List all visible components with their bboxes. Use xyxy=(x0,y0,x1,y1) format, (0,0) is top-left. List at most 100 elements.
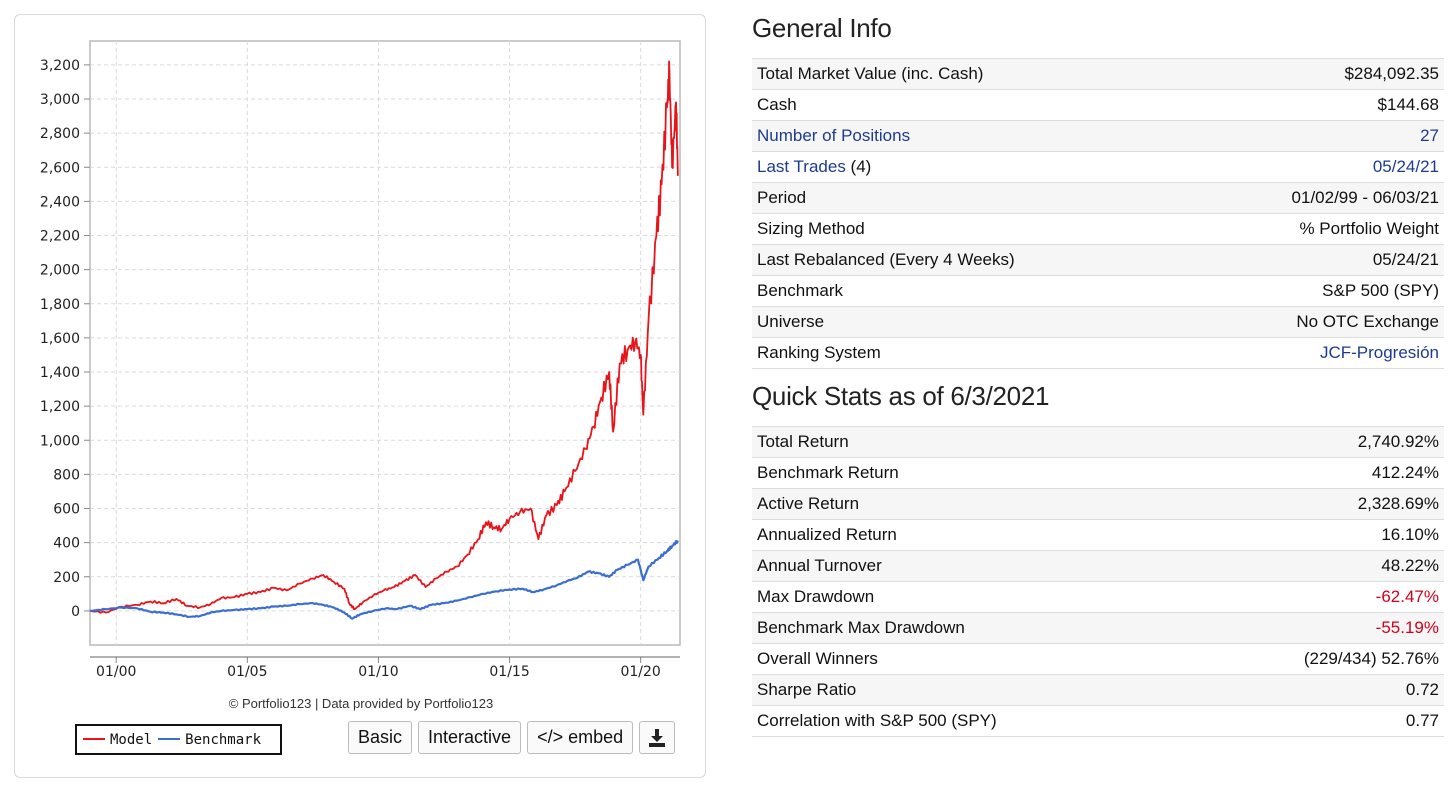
interactive-button[interactable]: Interactive xyxy=(418,721,522,754)
y-tick-label: 1,000 xyxy=(40,433,80,449)
row-label: Benchmark Max Drawdown xyxy=(752,612,1190,644)
x-tick-label: 01/20 xyxy=(620,664,660,680)
row-value: $144.68 xyxy=(1187,89,1444,121)
row-label: Total Return xyxy=(752,426,1190,458)
basic-button[interactable]: Basic xyxy=(348,721,413,754)
row-value: 0.72 xyxy=(1189,674,1444,706)
table-row: Benchmark Return 412.24% xyxy=(752,457,1444,489)
last-trades-link[interactable]: Last Trades xyxy=(757,157,846,176)
table-row: Annualized Return 16.10% xyxy=(752,519,1444,551)
row-value: 48.22% xyxy=(1189,550,1444,582)
y-tick-label: 2,600 xyxy=(40,160,80,176)
row-value: 2,328.69% xyxy=(1189,488,1444,520)
plot-area xyxy=(89,40,681,646)
table-row: Total Return 2,740.92% xyxy=(752,426,1444,458)
y-tick-label: 2,000 xyxy=(40,263,80,279)
table-row: Benchmark S&P 500 (SPY) xyxy=(752,275,1444,307)
row-label: Total Market Value (inc. Cash) xyxy=(752,58,1188,90)
row-value: 412.24% xyxy=(1189,457,1444,489)
legend-swatch-benchmark xyxy=(158,737,181,740)
y-tick-label: 3,000 xyxy=(40,92,80,108)
row-label: Ranking System xyxy=(752,337,1188,369)
number-of-positions-link[interactable]: Number of Positions xyxy=(757,126,911,145)
y-tick-label: 3,200 xyxy=(40,58,80,74)
chart-legend: Model Benchmark xyxy=(75,724,282,755)
y-tick-label: 2,800 xyxy=(40,126,80,142)
table-row: Period 01/02/99 - 06/03/21 xyxy=(752,182,1444,214)
row-value: % Portfolio Weight xyxy=(1187,213,1444,245)
row-value: 2,740.92% xyxy=(1189,426,1444,458)
row-value-negative: -62.47% xyxy=(1189,581,1444,613)
legend-item-model[interactable]: Model xyxy=(83,732,152,748)
table-row: Universe No OTC Exchange xyxy=(752,306,1444,338)
quick-stats-title: Quick Stats as of 6/3/2021 xyxy=(752,381,1050,411)
table-row: Active Return 2,328.69% xyxy=(752,488,1444,520)
last-trades-count: (4) xyxy=(845,157,872,176)
row-value: No OTC Exchange xyxy=(1187,306,1444,338)
download-button[interactable] xyxy=(639,721,676,754)
table-row: Max Drawdown -62.47% xyxy=(752,581,1444,613)
general-info-title: General Info xyxy=(752,13,892,43)
x-tick-label: 01/10 xyxy=(358,664,398,680)
table-row: Ranking System JCF-Progresión xyxy=(752,337,1444,369)
row-label: Last Rebalanced (Every 4 Weeks) xyxy=(752,244,1188,276)
table-row: Benchmark Max Drawdown -55.19% xyxy=(752,612,1444,644)
row-value: $284,092.35 xyxy=(1187,58,1444,90)
table-row: Overall Winners (229/434) 52.76% xyxy=(752,643,1444,675)
row-value: S&P 500 (SPY) xyxy=(1187,275,1444,307)
ranking-system-link[interactable]: JCF-Progresión xyxy=(1319,343,1439,362)
row-label: Overall Winners xyxy=(752,643,1190,675)
y-tick-label: 600 xyxy=(53,502,80,518)
row-value: 01/02/99 - 06/03/21 xyxy=(1187,182,1444,214)
quick-stats-table: Total Return 2,740.92% Benchmark Return … xyxy=(752,426,1444,737)
row-label: Active Return xyxy=(752,488,1190,520)
legend-swatch-model xyxy=(83,737,105,740)
table-row: Sharpe Ratio 0.72 xyxy=(752,674,1444,706)
table-row: Correlation with S&P 500 (SPY) 0.77 xyxy=(752,705,1444,737)
y-tick-label: 1,400 xyxy=(40,365,80,381)
table-row: Annual Turnover 48.22% xyxy=(752,550,1444,582)
series-line-model xyxy=(89,60,679,614)
row-label: Annual Turnover xyxy=(752,550,1190,582)
general-info-table: Total Market Value (inc. Cash) $284,092.… xyxy=(752,58,1444,369)
row-label: Sharpe Ratio xyxy=(752,674,1190,706)
table-row: Sizing Method % Portfolio Weight xyxy=(752,213,1444,245)
y-tick-label: 1,800 xyxy=(40,297,80,313)
row-label: Annualized Return xyxy=(752,519,1190,551)
table-row: Last Rebalanced (Every 4 Weeks) 05/24/21 xyxy=(752,244,1444,276)
table-row: Number of Positions 27 xyxy=(752,120,1444,152)
performance-chart-panel: 3,200 3,000 2,800 2,600 2,400 2,200 2,000 1,800… xyxy=(14,14,706,778)
chart-credits: © Portfolio123 | Data provided by Portfo… xyxy=(228,696,494,711)
row-label: Max Drawdown xyxy=(752,581,1190,613)
y-tick-label: 400 xyxy=(53,536,80,552)
y-tick-label: 1,600 xyxy=(40,331,80,347)
row-label: Period xyxy=(752,182,1188,214)
table-row: Total Market Value (inc. Cash) $284,092.… xyxy=(752,58,1444,90)
row-label: Universe xyxy=(752,306,1188,338)
y-tick-label: 0 xyxy=(71,604,80,620)
table-row: Cash $144.68 xyxy=(752,89,1444,121)
row-value: 05/24/21 xyxy=(1187,244,1444,276)
row-value-negative: -55.19% xyxy=(1189,612,1444,644)
x-tick-label: 01/15 xyxy=(489,664,529,680)
y-tick-label: 1,200 xyxy=(40,399,80,415)
row-label: Correlation with S&P 500 (SPY) xyxy=(752,705,1190,737)
last-trades-date-link[interactable]: 05/24/21 xyxy=(1372,157,1439,176)
embed-button[interactable]: </> embed xyxy=(527,721,634,754)
legend-item-benchmark[interactable]: Benchmark xyxy=(158,732,261,748)
x-tick-label: 01/05 xyxy=(227,664,267,680)
row-value: 0.77 xyxy=(1189,705,1444,737)
series-line-benchmark xyxy=(89,540,679,620)
row-label: Cash xyxy=(752,89,1188,121)
y-tick-label: 200 xyxy=(53,570,80,586)
row-label: Benchmark Return xyxy=(752,457,1190,489)
x-tick-label: 01/00 xyxy=(96,664,136,680)
row-label: Benchmark xyxy=(752,275,1188,307)
row-label: Sizing Method xyxy=(752,213,1188,245)
row-value: 16.10% xyxy=(1189,519,1444,551)
y-tick-label: 2,200 xyxy=(40,229,80,245)
download-icon xyxy=(649,728,666,747)
legend-label-benchmark: Benchmark xyxy=(185,731,262,748)
positions-count-link[interactable]: 27 xyxy=(1420,126,1439,145)
performance-chart: 3,200 3,000 2,800 2,600 2,400 2,200 2,000 1,800… xyxy=(40,40,681,680)
